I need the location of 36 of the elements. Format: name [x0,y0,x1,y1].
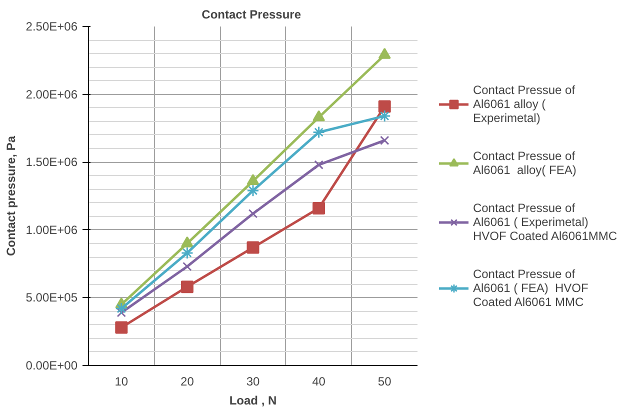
point [180,246,194,260]
point [246,241,260,254]
legend-label: Contact Pressue of Al6061 alloy ( Experimetal) [472,82,576,124]
point [378,48,391,59]
x-axis-title: Load , N [229,394,277,408]
y-tick-label: 1.50E+06 [26,155,78,170]
point [378,100,391,113]
y-tick-label: 1.00E+06 [26,222,78,237]
point [314,160,324,170]
x-tick-label: 10 [114,374,128,388]
point [115,302,128,315]
point [116,308,126,318]
point [246,184,260,197]
legend-label: Contact Pressue of Al6061 ( Experimetal) HVOF Coated Al6061MMC [472,200,618,242]
point [312,126,326,139]
point [248,208,258,218]
point [180,280,194,294]
point [182,262,192,272]
y-tick-label: 2.00E+06 [26,87,78,102]
y-axis-title: Contact pressure, Pa [4,136,18,256]
point [378,110,391,122]
chart-title: Contact Pressure [202,8,302,22]
point [312,110,326,122]
x-tick-label: 40 [312,374,326,388]
x-tick-label: 50 [378,374,392,388]
y-tick-label: 0.00E+00 [26,358,78,372]
x-tick-label: 30 [246,374,260,388]
y-tick-label: 5.00E+05 [26,290,78,305]
point [115,321,128,334]
x-tick-label: 20 [180,374,194,388]
legend-label: Contact Pressue of Al6061 alloy( FEA) [472,148,576,176]
point [312,202,326,214]
legend-label: Contact Pressue of Al6061 ( FEA) HVOF Coated Al6061 MMC [472,266,588,308]
y-tick-label: 2.50E+06 [26,20,78,34]
point [246,174,260,186]
point [380,136,390,146]
